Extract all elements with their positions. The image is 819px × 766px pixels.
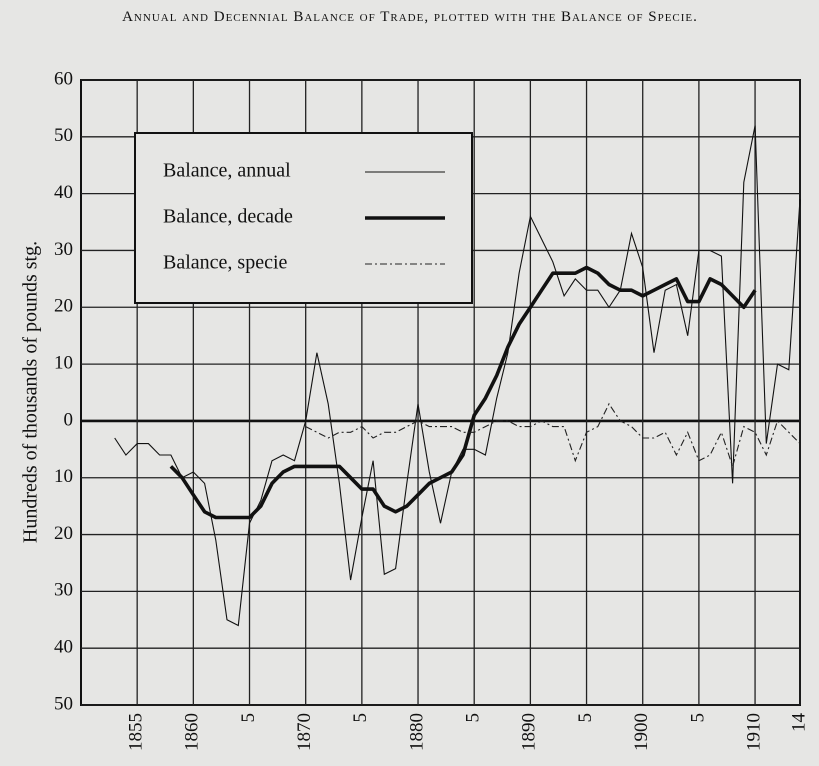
y-tick-label: 50 bbox=[54, 125, 73, 146]
y-tick-label: 20 bbox=[54, 523, 73, 544]
legend-label: Balance, specie bbox=[163, 252, 287, 274]
y-tick-label: 40 bbox=[54, 182, 73, 203]
y-tick-label: 30 bbox=[54, 580, 73, 601]
y-axis-label: Hundreds of thousands of pounds stg. bbox=[20, 241, 42, 543]
y-tick-label: 10 bbox=[54, 466, 73, 487]
legend-label: Balance, annual bbox=[163, 160, 291, 182]
y-tick-label: 50 bbox=[54, 693, 73, 714]
y-tick-label: 20 bbox=[54, 296, 73, 317]
x-tick-label: 5 bbox=[575, 713, 596, 723]
x-tick-label: 1900 bbox=[631, 713, 652, 751]
x-tick-label: 5 bbox=[238, 713, 259, 723]
y-tick-label: 10 bbox=[54, 352, 73, 373]
x-tick-label: 1880 bbox=[406, 713, 427, 751]
series-line bbox=[305, 402, 801, 469]
x-tick-label: 5 bbox=[350, 713, 371, 723]
y-tick-label: 60 bbox=[54, 68, 73, 89]
legend-label: Balance, decade bbox=[163, 206, 293, 228]
y-tick-label: 0 bbox=[64, 409, 74, 430]
y-tick-label: 40 bbox=[54, 637, 73, 658]
x-tick-label: 5 bbox=[687, 713, 708, 723]
x-tick-label: 14 bbox=[788, 713, 809, 733]
x-tick-label: 1870 bbox=[294, 713, 315, 751]
x-tick-label: 1890 bbox=[519, 713, 540, 751]
x-tick-label: 1860 bbox=[182, 713, 203, 751]
series-line bbox=[169, 265, 757, 520]
x-tick-label: 1910 bbox=[743, 713, 764, 751]
x-tick-label: 1855 bbox=[126, 713, 147, 751]
chart-title: Annual and Decennial Balance of Trade, p… bbox=[122, 9, 698, 25]
x-tick-label: 5 bbox=[463, 713, 484, 723]
y-tick-label: 30 bbox=[54, 239, 73, 260]
